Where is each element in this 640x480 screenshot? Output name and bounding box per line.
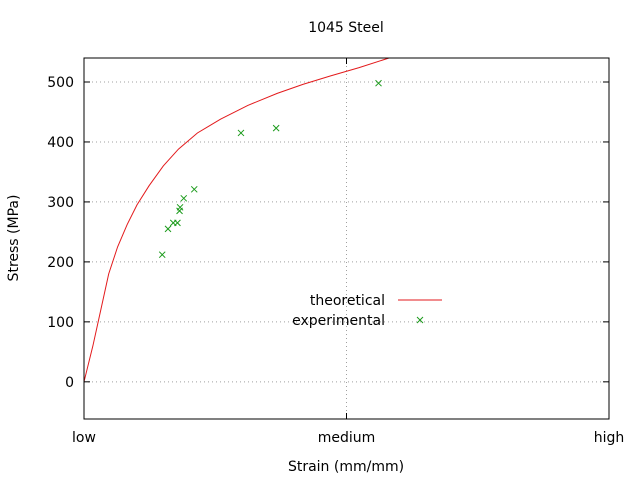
data-point-experimental [174,219,181,227]
x-tick-label: low [72,430,96,446]
legend-swatch-experimental [416,316,424,324]
y-tick-label: 0 [65,375,74,391]
legend-label-experimental: experimental [292,313,385,329]
y-tick-label: 100 [47,315,74,331]
data-point-experimental [180,194,188,202]
legend-label-theoretical: theoretical [310,293,385,309]
data-point-experimental [190,185,198,193]
y-tick-label: 500 [47,75,74,91]
axis-ticks: 0 100 200 300 400 500 low medium high [47,58,624,446]
y-tick-label: 300 [47,195,74,211]
data-point-experimental [272,124,280,132]
y-axis-label: Stress (MPa) [6,195,22,282]
gridlines [84,58,609,419]
x-tick-label: medium [318,430,376,446]
data-point-experimental [158,251,166,259]
data-point-experimental [375,79,382,87]
y-tick-label: 200 [47,255,74,271]
chart-title: 1045 Steel [308,20,384,36]
data-point-experimental [164,225,172,233]
data-point-experimental [237,129,245,137]
series-line-theoretical [84,58,390,382]
data-point-experimental [176,203,184,211]
y-tick-label: 400 [47,135,74,151]
x-tick-label: high [594,430,625,446]
plot-series [84,58,390,382]
legend: theoretical experimental [292,293,442,329]
x-axis-label: Strain (mm/mm) [288,459,404,475]
